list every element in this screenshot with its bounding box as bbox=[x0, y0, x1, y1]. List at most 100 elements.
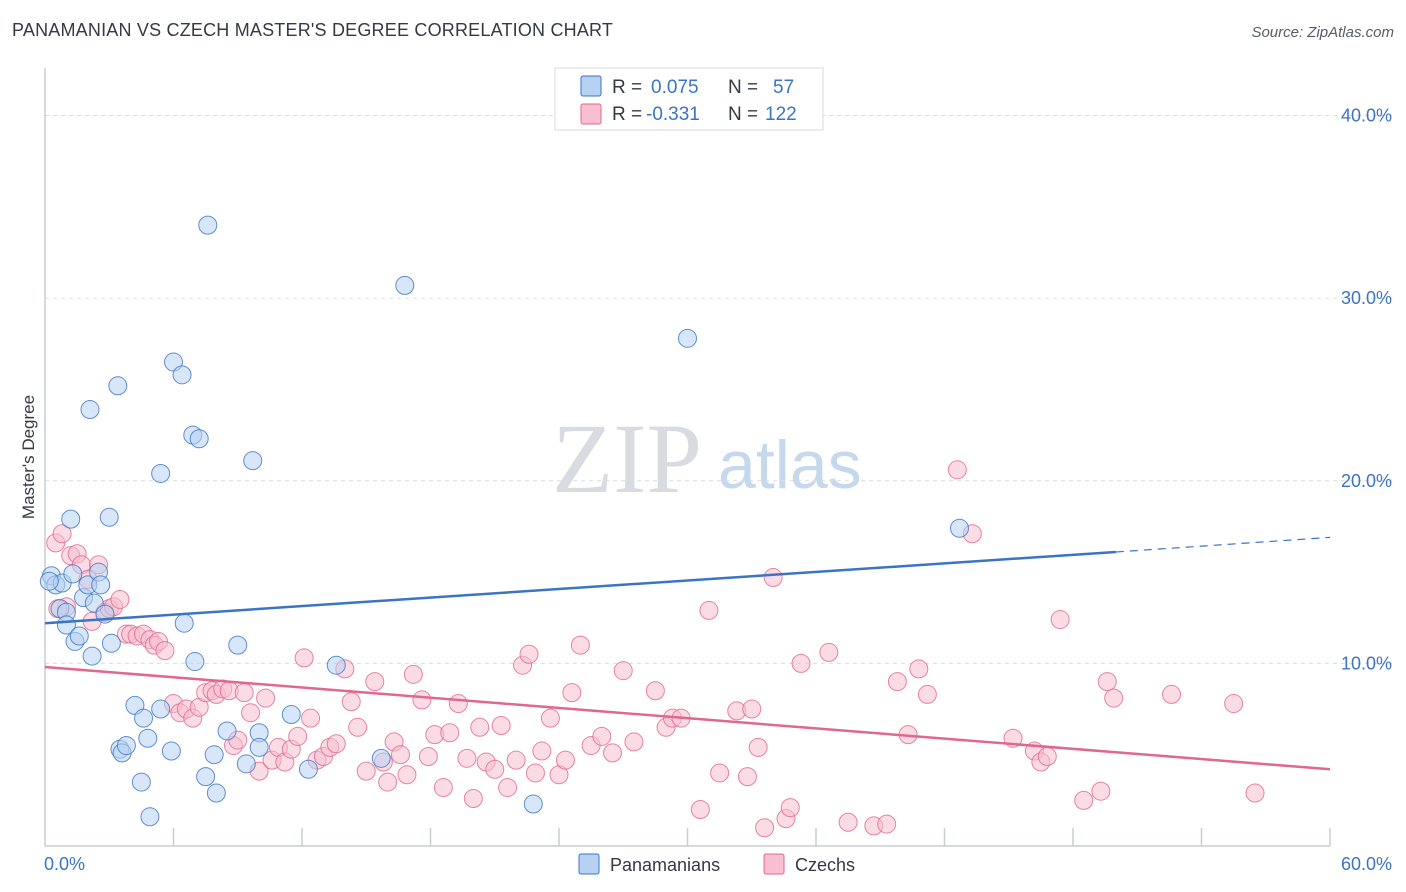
legend-r-label-pink: R = bbox=[612, 104, 642, 125]
czechs-point-95 bbox=[737, 767, 757, 787]
czechs-point-87 bbox=[645, 681, 665, 701]
grid-lines bbox=[45, 115, 1392, 664]
y-tick-labels: 10.0% 20.0% 30.0% 40.0% bbox=[1341, 106, 1392, 674]
czechs-point-34 bbox=[241, 703, 261, 723]
czechs-point-66 bbox=[463, 789, 483, 809]
panamanians-point-33 bbox=[172, 365, 192, 385]
czechs-point-75 bbox=[525, 763, 545, 783]
panamanians-points bbox=[39, 215, 969, 827]
czechs-point-102 bbox=[791, 653, 811, 673]
czechs-point-107 bbox=[887, 672, 907, 692]
czechs-point-69 bbox=[485, 759, 505, 779]
czechs-point-106 bbox=[877, 814, 897, 834]
panamanians-point-30 bbox=[161, 741, 181, 761]
bottom-legend-czechs: Czechs bbox=[795, 855, 855, 875]
trend-lines bbox=[44, 536, 1331, 771]
legend-n-label-blue: N = bbox=[728, 77, 758, 98]
panamanians-point-51 bbox=[371, 748, 391, 768]
czechs-point-122 bbox=[1162, 684, 1182, 704]
czechs-point-85 bbox=[613, 661, 633, 681]
legend-r-label-blue: R = bbox=[612, 77, 642, 98]
czechs-point-43 bbox=[301, 708, 321, 728]
czechs-point-58 bbox=[403, 664, 423, 684]
czechs-point-36 bbox=[256, 688, 276, 708]
czechs-point-79 bbox=[555, 750, 575, 770]
panamanians-point-55 bbox=[949, 518, 969, 538]
czechs-point-70 bbox=[491, 715, 511, 735]
panamanians-point-54 bbox=[678, 328, 697, 348]
czechs-point-93 bbox=[710, 763, 730, 783]
watermark-zip: ZIP bbox=[552, 403, 702, 514]
watermark-atlas: atlas bbox=[718, 427, 862, 503]
panamanians-point-39 bbox=[198, 215, 218, 235]
czechs-point-123 bbox=[1224, 694, 1244, 714]
czechs-point-74 bbox=[519, 644, 539, 664]
czechs-point-81 bbox=[570, 635, 590, 655]
legend-r-value-pink: -0.331 bbox=[646, 104, 700, 125]
panamanians-point-53 bbox=[523, 794, 543, 814]
czechs-point-62 bbox=[433, 778, 453, 798]
y-tick-label-10: 10.0% bbox=[1341, 653, 1392, 673]
panamanians-trend-line bbox=[44, 550, 1116, 625]
panamanians-point-44 bbox=[236, 754, 256, 774]
czechs-point-51 bbox=[356, 761, 376, 781]
czechs-point-103 bbox=[819, 642, 839, 662]
panamanians-point-26 bbox=[134, 708, 154, 728]
czechs-point-92 bbox=[699, 600, 719, 620]
czechs-point-124 bbox=[1245, 783, 1265, 803]
czechs-point-71 bbox=[498, 778, 518, 798]
czechs-point-109 bbox=[909, 659, 929, 679]
czechs-point-57 bbox=[397, 765, 417, 785]
panamanians-point-48 bbox=[281, 705, 301, 725]
bottom-legend-swatch-panamanians bbox=[578, 853, 600, 875]
panamanians-point-52 bbox=[395, 275, 415, 295]
czechs-point-110 bbox=[917, 684, 937, 704]
panamanians-point-15 bbox=[91, 575, 111, 595]
legend-swatch-pink bbox=[580, 103, 602, 125]
czechs-point-49 bbox=[341, 692, 361, 712]
y-tick-label-30: 30.0% bbox=[1341, 288, 1392, 308]
czechs-point-64 bbox=[448, 694, 468, 714]
czechs-point-52 bbox=[365, 672, 385, 692]
czechs-point-97 bbox=[748, 737, 768, 757]
czechs-point-63 bbox=[440, 723, 460, 743]
czechs-point-99 bbox=[763, 568, 783, 588]
czechs-point-41 bbox=[288, 726, 308, 746]
czechs-point-42 bbox=[294, 648, 314, 668]
czechs-point-104 bbox=[838, 812, 858, 832]
czechs-point-54 bbox=[378, 772, 398, 792]
y-axis-title: Master's Degree bbox=[19, 395, 38, 519]
czechs-point-20 bbox=[155, 641, 175, 661]
legend-n-value-blue: 57 bbox=[773, 77, 794, 98]
panamanians-point-18 bbox=[101, 633, 121, 653]
panamanians-point-29 bbox=[151, 699, 171, 719]
czechs-point-91 bbox=[690, 799, 710, 819]
czechs-point-67 bbox=[470, 717, 490, 737]
czechs-point-84 bbox=[603, 743, 623, 763]
legend-r-value-blue: 0.075 bbox=[651, 77, 699, 98]
czechs-point-118 bbox=[1074, 790, 1094, 810]
czechs-point-59 bbox=[412, 690, 432, 710]
czechs-point-86 bbox=[624, 732, 644, 752]
panamanians-point-38 bbox=[196, 767, 216, 787]
x-tick-label-max: 60.0% bbox=[1341, 854, 1392, 874]
panamanians-point-27 bbox=[138, 728, 158, 748]
y-tick-label-40: 40.0% bbox=[1341, 106, 1392, 126]
panamanians-point-43 bbox=[228, 635, 248, 655]
panamanians-point-40 bbox=[204, 745, 224, 765]
panamanians-point-19 bbox=[108, 376, 128, 396]
czechs-trend-line bbox=[44, 665, 1331, 771]
czechs-point-77 bbox=[540, 708, 560, 728]
panamanians-point-20 bbox=[80, 400, 100, 420]
panamanians-point-47 bbox=[249, 737, 269, 757]
czechs-point-111 bbox=[947, 460, 967, 480]
czechs-point-121 bbox=[1104, 688, 1124, 708]
x-tick-label-min: 0.0% bbox=[44, 854, 85, 874]
bottom-legend-swatch-czechs bbox=[763, 853, 785, 875]
czechs-point-116 bbox=[1037, 747, 1057, 767]
czechs-point-120 bbox=[1097, 672, 1117, 692]
panamanians-point-12 bbox=[82, 646, 102, 666]
czechs-point-60 bbox=[418, 747, 438, 767]
panamanians-point-56 bbox=[39, 571, 59, 591]
panamanians-point-42 bbox=[217, 721, 237, 741]
